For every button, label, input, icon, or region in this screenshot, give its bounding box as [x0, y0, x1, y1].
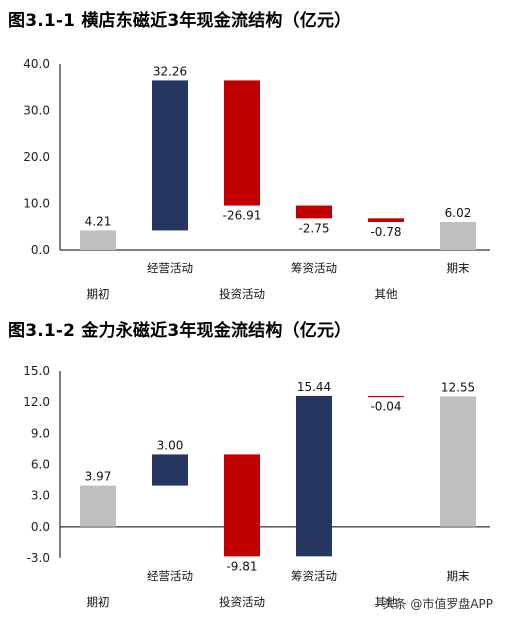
bar [296, 205, 332, 219]
data-label: -26.91 [223, 209, 262, 223]
bar [224, 80, 260, 206]
category-label: 投资活动 [219, 595, 265, 609]
bar [224, 454, 260, 557]
category-label: 期初 [87, 595, 110, 609]
data-label: -0.78 [370, 225, 401, 239]
data-label: -9.81 [226, 559, 257, 573]
chart-panel-2: 图3.1-2 金力永磁近3年现金流结构（亿元） -3.0 0.0 3.0 6.0 9.0… [0, 310, 505, 620]
bar [440, 222, 476, 250]
data-label: 4.21 [85, 214, 112, 228]
y-tick-label: 30.0 [23, 104, 50, 118]
category-label: 其他 [375, 595, 398, 609]
bar [368, 218, 404, 222]
data-label: 3.97 [85, 470, 112, 484]
category-label: 经营活动 [147, 569, 193, 583]
y-tick-label: 20.0 [23, 150, 50, 164]
y-tick-label: 40.0 [23, 57, 50, 71]
y-tick-label: 9.0 [31, 426, 50, 440]
category-label: 期末 [447, 261, 470, 275]
bar [368, 395, 404, 398]
data-label: 15.44 [297, 380, 331, 394]
data-label: 32.26 [153, 64, 187, 78]
y-tick-label: 6.0 [31, 458, 50, 472]
chart-title: 图3.1-2 金力永磁近3年现金流结构（亿元） [8, 321, 352, 341]
category-label: 期末 [447, 569, 470, 583]
y-tick-label: 0.0 [31, 520, 50, 534]
bar [152, 80, 188, 231]
category-label: 期初 [87, 287, 110, 301]
bar [296, 395, 332, 557]
watermark: 头条 @市值罗盘APP [382, 597, 494, 611]
category-label: 筹资活动 [291, 261, 337, 275]
category-label: 经营活动 [147, 261, 193, 275]
y-tick-label: 3.0 [31, 489, 50, 503]
data-label: -0.04 [370, 399, 401, 413]
chart-title: 图3.1-1 横店东磁近3年现金流结构（亿元） [8, 11, 352, 31]
category-label: 投资活动 [219, 287, 265, 301]
y-tick-label: 10.0 [23, 197, 50, 211]
chart-panel-1: 图3.1-1 横店东磁近3年现金流结构（亿元） 0.0 10.0 20.0 30.0 4… [8, 11, 490, 301]
bar [440, 396, 476, 527]
waterfall-chart: 0.0 10.0 20.0 30.0 40.0 4.21 期初 32.26 经营活动 -26.91… [23, 57, 490, 301]
y-tick-label: 0.0 [31, 243, 50, 257]
waterfall-chart: -3.0 0.0 3.0 6.0 9.0 12.0 15.0 3.97 期初 3.00 经营活动 -9… [23, 364, 490, 609]
bar [80, 485, 116, 527]
data-label: 6.02 [445, 206, 472, 220]
bar [152, 454, 188, 486]
category-label: 其他 [375, 287, 398, 301]
y-tick-label: 12.0 [23, 395, 50, 409]
data-label: 12.55 [441, 380, 475, 394]
bar [80, 230, 116, 250]
y-tick-label: -3.0 [27, 551, 50, 565]
category-label: 筹资活动 [291, 569, 337, 583]
y-tick-label: 15.0 [23, 364, 50, 378]
data-label: 3.00 [157, 438, 184, 452]
data-label: -2.75 [298, 221, 329, 235]
